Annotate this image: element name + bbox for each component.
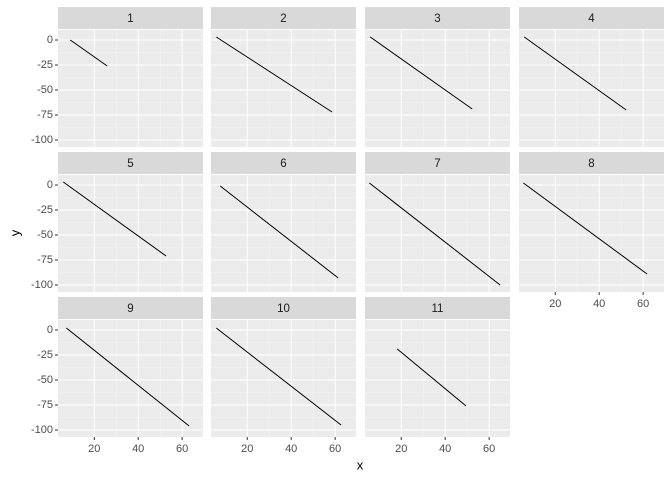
x-tick-label: 20 [241, 443, 253, 455]
strip-label: 5 [127, 158, 133, 170]
y-tick-label: 0 [47, 179, 53, 191]
x-tick-label: 40 [132, 443, 144, 455]
y-tick-label: -75 [37, 254, 53, 266]
strip [211, 7, 356, 29]
strip-label: 11 [432, 303, 444, 315]
strip-label: 1 [127, 13, 133, 25]
y-tick-label: 0 [47, 324, 53, 336]
y-tick-label: -100 [31, 134, 53, 146]
panel [365, 175, 510, 292]
x-tick-label: 20 [549, 298, 561, 310]
y-tick-label: 0 [47, 34, 53, 46]
strip-label: 8 [588, 158, 594, 170]
y-tick-label: -100 [31, 279, 53, 291]
line [219, 185, 339, 279]
strip-label: 2 [280, 13, 286, 25]
strip-label: 4 [588, 13, 595, 25]
x-axis-title: x [357, 457, 364, 472]
y-tick-label: -75 [37, 399, 53, 411]
line [62, 181, 167, 257]
y-axis-title: y [7, 229, 22, 236]
strip-label: 9 [127, 303, 133, 315]
y-tick-label: -50 [37, 229, 53, 241]
line [216, 36, 333, 113]
line [369, 182, 501, 286]
strip [58, 297, 203, 319]
x-tick-label: 60 [329, 443, 341, 455]
panel [365, 320, 510, 437]
x-tick-label: 20 [88, 443, 100, 455]
line [523, 182, 648, 275]
y-tick-label: -50 [37, 374, 53, 386]
strip [365, 152, 510, 174]
strip [519, 152, 664, 174]
line [369, 36, 473, 110]
panel [58, 175, 203, 292]
strip-label: 10 [277, 303, 290, 315]
strip [365, 297, 510, 319]
strip-label: 7 [434, 158, 440, 170]
panel [58, 30, 203, 147]
strip-label: 6 [280, 158, 286, 170]
y-tick-label: -50 [37, 84, 53, 96]
x-tick-label: 60 [176, 443, 188, 455]
x-tick-label: 40 [285, 443, 297, 455]
strip [211, 152, 356, 174]
x-tick-label: 60 [637, 298, 649, 310]
y-tick-label: -25 [37, 349, 53, 361]
strip [58, 152, 203, 174]
y-tick-label: -100 [31, 424, 53, 436]
panel [519, 30, 664, 147]
x-tick-label: 60 [483, 443, 495, 455]
strip [519, 7, 664, 29]
x-tick-label: 40 [439, 443, 451, 455]
line [523, 36, 627, 111]
y-tick-label: -25 [37, 59, 53, 71]
y-tick-label: -75 [37, 109, 53, 121]
strip-label: 3 [434, 13, 440, 25]
line [70, 39, 108, 67]
x-tick-label: 20 [395, 443, 407, 455]
x-tick-label: 40 [593, 298, 605, 310]
strip [211, 297, 356, 319]
line [396, 348, 467, 407]
line [215, 327, 342, 426]
panel [365, 30, 510, 147]
strip [58, 7, 203, 29]
strip [365, 7, 510, 29]
line [66, 327, 190, 427]
y-tick-label: -25 [37, 204, 53, 216]
